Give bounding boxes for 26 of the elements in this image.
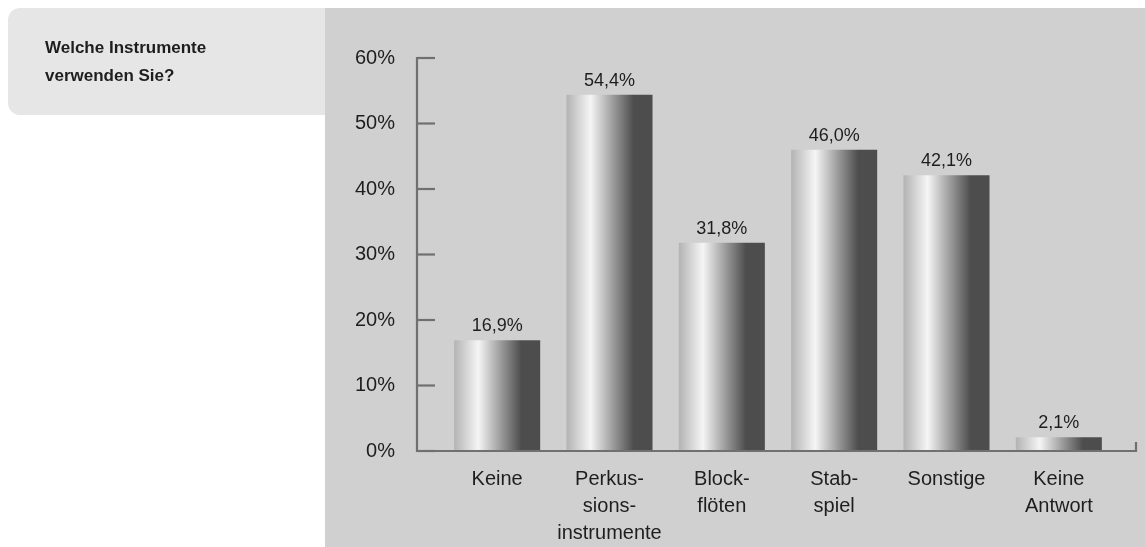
x-tick-label: Keine (471, 467, 523, 490)
y-tick-label: 50% (354, 111, 396, 134)
y-tick-label: 10% (354, 373, 396, 396)
y-tick-label: 30% (354, 242, 396, 265)
bar (678, 242, 765, 451)
bar (903, 175, 990, 451)
data-label: 31,8% (696, 217, 748, 238)
text: Welche Instrumente verwenden Sie? (45, 37, 208, 87)
bar (454, 340, 541, 451)
y-tick-label: 20% (354, 307, 396, 330)
bar (566, 94, 653, 451)
y-tick-label: 0% (366, 438, 396, 461)
data-label: 16,9% (471, 315, 523, 336)
x-tick-label: Stab- spiel (810, 467, 859, 517)
data-label: 42,1% (920, 150, 973, 171)
data-label: 54,4% (583, 69, 636, 90)
x-tick-label: Perkus- sions- instrumente (557, 467, 662, 544)
x-tick-label: Block- flöten (694, 467, 750, 517)
bar (791, 149, 878, 451)
data-label: 2,1% (1038, 412, 1080, 433)
x-tick-label: Keine Antwort (1024, 467, 1094, 517)
data-label: 46,0% (808, 124, 860, 145)
x-tick-label: Sonstige (907, 467, 986, 490)
y-tick-label: 40% (354, 176, 396, 199)
y-tick-label: 60% (354, 45, 396, 68)
bar (1015, 437, 1102, 451)
